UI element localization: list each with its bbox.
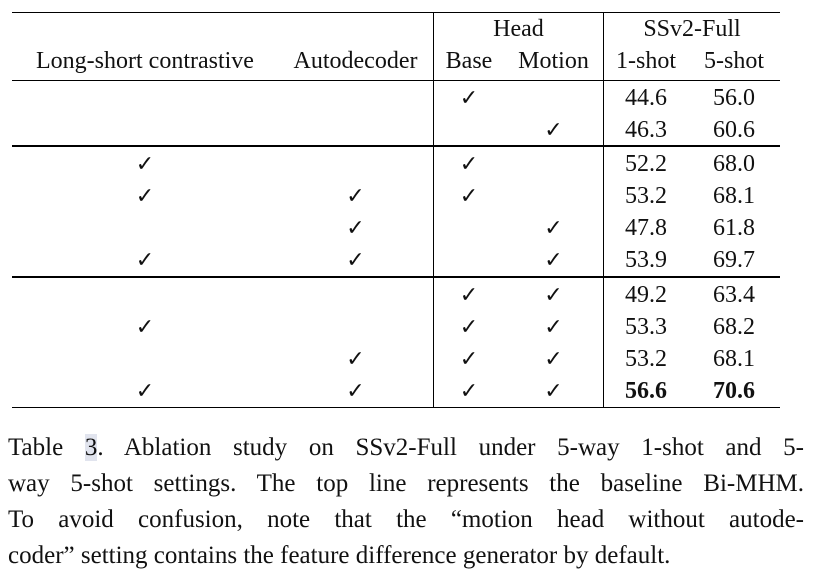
checkmark-icon: ✓ [135,151,155,176]
table-caption: Table 3. Ablation study on SSv2-Full und… [8,430,804,574]
5-shot-accuracy-cell: 68.0 [713,151,755,177]
5-shot-accuracy-cell: 60.6 [713,117,755,143]
5-shot-accuracy-cell: 70.6 [713,378,755,404]
top-rule [12,12,780,13]
5-shot-accuracy-cell: 69.7 [713,247,755,273]
1-shot-accuracy-cell: 53.2 [625,183,667,209]
col-header-autodecoder: Autodecoder [293,48,418,74]
caption-prefix: Table [8,434,85,461]
checkmark-icon: ✓ [459,378,479,403]
checkmark-icon: ✓ [544,314,563,339]
autodecoder-check-cell [278,279,433,311]
caption-line-1: Table 3. Ablation study on SSv2-Full und… [8,430,804,466]
checkmark-icon: ✓ [346,215,365,240]
autodecoder-check-cell [278,148,433,180]
long-short-contrastive-check-cell [12,279,278,311]
col-header-long-short-contrastive: Long-short contrastive [36,48,254,74]
ablation-table: Head SSv2-Full Long-short contrastive Au… [12,12,780,409]
checkmark-icon: ✓ [346,183,365,208]
checkmark-icon: ✓ [135,378,155,403]
caption-line-2: way 5-shot settings. The top line repres… [8,470,804,497]
checkmark-icon: ✓ [135,183,155,208]
1-shot-accuracy-cell: 53.2 [625,346,667,372]
checkmark-icon: ✓ [346,378,365,403]
checkmark-icon: ✓ [346,346,365,371]
bottom-rule [12,407,780,408]
checkmark-icon: ✓ [544,117,563,142]
1-shot-accuracy-cell: 47.8 [625,215,667,241]
autodecoder-check-cell [278,114,433,146]
group-rule-2 [12,276,780,278]
5-shot-accuracy-cell: 56.0 [713,85,755,111]
long-short-contrastive-check-cell [12,114,278,146]
caption-line-3: To avoid confusion, note that the “motio… [8,506,804,533]
dataset-group-header: SSv2-Full [643,16,741,42]
long-short-contrastive-check-cell [12,82,278,114]
motion-head-check-cell [504,148,603,180]
checkmark-icon: ✓ [346,247,365,272]
5-shot-accuracy-cell: 68.2 [713,314,755,340]
checkmark-icon: ✓ [459,183,479,208]
checkmark-icon: ✓ [459,346,479,371]
checkmark-icon: ✓ [544,346,563,371]
checkmark-icon: ✓ [544,215,563,240]
caption-line-4: coder” setting contains the feature diff… [8,542,671,569]
checkmark-icon: ✓ [459,282,479,307]
checkmark-icon: ✓ [544,378,563,403]
dataset-divider [603,12,604,408]
checkmark-icon: ✓ [459,151,479,176]
autodecoder-check-cell [278,82,433,114]
motion-head-check-cell [504,82,603,114]
col-header-motion: Motion [518,48,589,74]
table-number-ref[interactable]: 3 [84,434,98,461]
checkmark-icon: ✓ [459,314,479,339]
base-head-check-cell [434,244,504,276]
autodecoder-check-cell [278,311,433,343]
header-rule [12,80,780,81]
checkmark-icon: ✓ [544,282,563,307]
motion-head-check-cell [504,180,603,212]
1-shot-accuracy-cell: 49.2 [625,282,667,308]
head-group-header: Head [493,16,544,42]
5-shot-accuracy-cell: 68.1 [713,183,755,209]
base-head-check-cell [434,212,504,244]
1-shot-accuracy-cell: 56.6 [625,378,667,404]
1-shot-accuracy-cell: 46.3 [625,117,667,143]
group-rule-1 [12,145,780,147]
long-short-contrastive-check-cell [12,212,278,244]
col-header-5-shot: 5-shot [704,48,764,74]
checkmark-icon: ✓ [459,85,479,110]
5-shot-accuracy-cell: 63.4 [713,282,755,308]
1-shot-accuracy-cell: 52.2 [625,151,667,177]
caption-text-1: . Ablation study on SSv2-Full under 5-wa… [97,434,805,461]
checkmark-icon: ✓ [135,314,155,339]
base-head-check-cell [434,114,504,146]
checkmark-icon: ✓ [135,247,155,272]
1-shot-accuracy-cell: 53.3 [625,314,667,340]
5-shot-accuracy-cell: 61.8 [713,215,755,241]
1-shot-accuracy-cell: 53.9 [625,247,667,273]
head-divider [433,12,434,408]
5-shot-accuracy-cell: 68.1 [713,346,755,372]
col-header-base: Base [445,48,493,74]
checkmark-icon: ✓ [544,247,563,272]
1-shot-accuracy-cell: 44.6 [625,85,667,111]
long-short-contrastive-check-cell [12,343,278,375]
col-header-1-shot: 1-shot [616,48,676,74]
